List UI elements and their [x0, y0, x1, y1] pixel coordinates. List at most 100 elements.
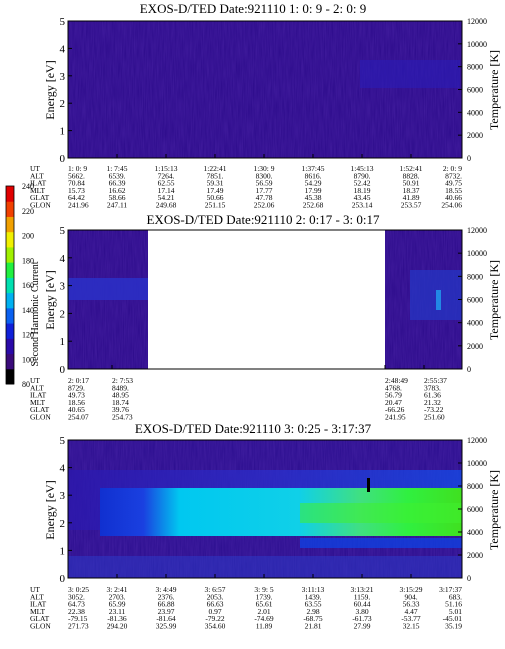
colorbar-cell — [6, 368, 14, 385]
orbit-cell: 2: 0:17 — [68, 376, 89, 385]
orbit-cell: 254.73 — [112, 413, 133, 422]
orbit-cell: 18.56 — [68, 398, 85, 407]
panel-2-left-tick-label: 3 — [60, 281, 66, 293]
colorbar-cell — [6, 277, 14, 294]
orbit-cell: 23.97 — [158, 607, 175, 616]
orbit-cell: 41.89 — [403, 193, 420, 202]
orbit-cell: 3:17:37 — [439, 585, 462, 594]
panel-3-right-tick-label: 6000 — [467, 505, 483, 514]
orbit-cell: 5662. — [68, 171, 85, 180]
orbit-cell: 23.11 — [109, 607, 126, 616]
colorbar-tick-label: 160 — [22, 281, 34, 290]
colorbar-cell — [6, 353, 14, 370]
orbit-row-label: ILAT — [30, 600, 47, 609]
orbit-cell: 2703. — [109, 592, 126, 601]
orbit-cell: 50.91 — [403, 179, 420, 188]
colorbar-cell — [6, 186, 14, 202]
orbit-cell: 27.99 — [354, 622, 371, 631]
orbit-row-label: UT — [30, 376, 40, 385]
panel-2-band-left — [68, 278, 148, 300]
orbit-row-label: ILAT — [30, 179, 47, 188]
orbit-cell: 48.95 — [112, 391, 129, 400]
panel-2: EXOS-D/TED Date:921110 2: 0:17 - 3: 0:17… — [30, 212, 501, 422]
colorbar-cell — [6, 262, 14, 278]
orbit-cell: -45.01 — [443, 614, 463, 623]
orbit-cell: 3052. — [68, 592, 85, 601]
panel-2-right-tick-label: 10000 — [467, 249, 487, 258]
orbit-cell: 251.60 — [424, 413, 445, 422]
orbit-cell: 8729. — [68, 383, 85, 392]
panel-3-left-tick-label: 0 — [60, 573, 66, 585]
orbit-cell: 2053. — [207, 592, 224, 601]
orbit-cell: 2376. — [158, 592, 175, 601]
panel-1-left-ticks: 0 1 2 3 4 5 — [60, 16, 463, 165]
orbit-cell: 51.16 — [445, 600, 462, 609]
panel-2-left-ticks: 0 1 2 3 4 5 — [60, 225, 425, 376]
orbit-cell: 17.14 — [158, 186, 175, 195]
orbit-row-label: GLAT — [30, 405, 50, 414]
panel-3-right-tick-label: 4000 — [467, 528, 483, 537]
orbit-cell: -53.77 — [401, 614, 421, 623]
orbit-cell: 2.01 — [257, 607, 270, 616]
orbit-cell: 65.61 — [256, 600, 273, 609]
orbit-cell: 1: 7:45 — [106, 164, 127, 173]
orbit-cell: -68.75 — [303, 614, 323, 623]
panel-3-right-ticks: 0 2000 4000 6000 8000 10000 12000 — [458, 436, 487, 583]
orbit-cell: 3: 6:57 — [204, 585, 225, 594]
orbit-cell: 17.49 — [207, 186, 224, 195]
orbit-cell: 18.37 — [403, 186, 420, 195]
orbit-cell: 56.33 — [403, 600, 420, 609]
orbit-cell: 2:48:49 — [385, 376, 408, 385]
orbit-cell: 1:30: 9 — [253, 164, 274, 173]
panel-3-title: EXOS-D/TED Date:921110 3: 0:25 - 3:17:37 — [135, 421, 372, 436]
orbit-cell: 1:45:13 — [351, 164, 374, 173]
orbit-cell: 8489. — [112, 383, 129, 392]
panel-3-left-tick-label: 4 — [60, 463, 66, 475]
orbit-cell: 325.99 — [156, 622, 177, 631]
orbit-cell: -73.22 — [424, 405, 444, 414]
orbit-cell: 3: 9: 5 — [254, 585, 273, 594]
orbit-cell: 2:55:37 — [424, 376, 447, 385]
colorbar-tick-label: 100 — [22, 355, 34, 364]
panel-2-right-tick-label: 8000 — [467, 272, 483, 281]
orbit-cell: 253.14 — [352, 201, 373, 210]
panel-3-left-tick-label: 1 — [60, 545, 66, 557]
orbit-cell: 54.21 — [158, 193, 175, 202]
orbit-cell: 253.57 — [401, 201, 422, 210]
colorbar-tick-label: 240 — [22, 182, 34, 191]
panel-1-left-tick-label: 0 — [60, 153, 66, 165]
panel-3-green-core — [300, 503, 462, 523]
orbit-cell: 683. — [449, 592, 462, 601]
panel-1-right-ticks: 0 2000 4000 6000 8000 10000 12000 — [458, 17, 487, 163]
orbit-cell: 47.78 — [256, 193, 273, 202]
panel-3-ylabel-left: Energy [eV] — [43, 480, 57, 539]
orbit-cell: 4.47 — [404, 607, 417, 616]
orbit-cell: 2: 0: 9 — [443, 164, 462, 173]
colorbar-cell — [6, 246, 14, 263]
panel-3-left-tick-label: 2 — [60, 518, 66, 530]
panel-1-right-tick-label: 10000 — [467, 40, 487, 49]
orbit-row-label: GLON — [30, 201, 51, 210]
colorbar-tick-label: 200 — [22, 232, 34, 241]
panel-2-left-tick-label: 1 — [60, 336, 66, 348]
panel-1-left-tick-label: 5 — [60, 16, 66, 28]
orbit-cell: 70.84 — [68, 179, 85, 188]
orbit-cell: 7264. — [158, 171, 175, 180]
orbit-cell: 45.38 — [305, 193, 322, 202]
orbit-cell: 56.59 — [256, 179, 273, 188]
orbit-cell: 40.66 — [445, 193, 462, 202]
orbit-cell: 3783. — [424, 383, 441, 392]
orbit-cell: 1:52:41 — [400, 164, 423, 173]
orbit-cell: 5.01 — [449, 607, 462, 616]
panel-3-left-tick-label: 3 — [60, 490, 66, 502]
panel-1-right-tick-label: 8000 — [467, 63, 483, 72]
panel-1-right-tick-label: 12000 — [467, 17, 487, 26]
orbit-cell: 3:13:21 — [351, 585, 374, 594]
panel-2-right-tick-label: 4000 — [467, 319, 483, 328]
panel-2-right-tick-label: 12000 — [467, 226, 487, 235]
orbit-cell: 56.79 — [385, 391, 402, 400]
orbit-cell: 1739. — [256, 592, 273, 601]
